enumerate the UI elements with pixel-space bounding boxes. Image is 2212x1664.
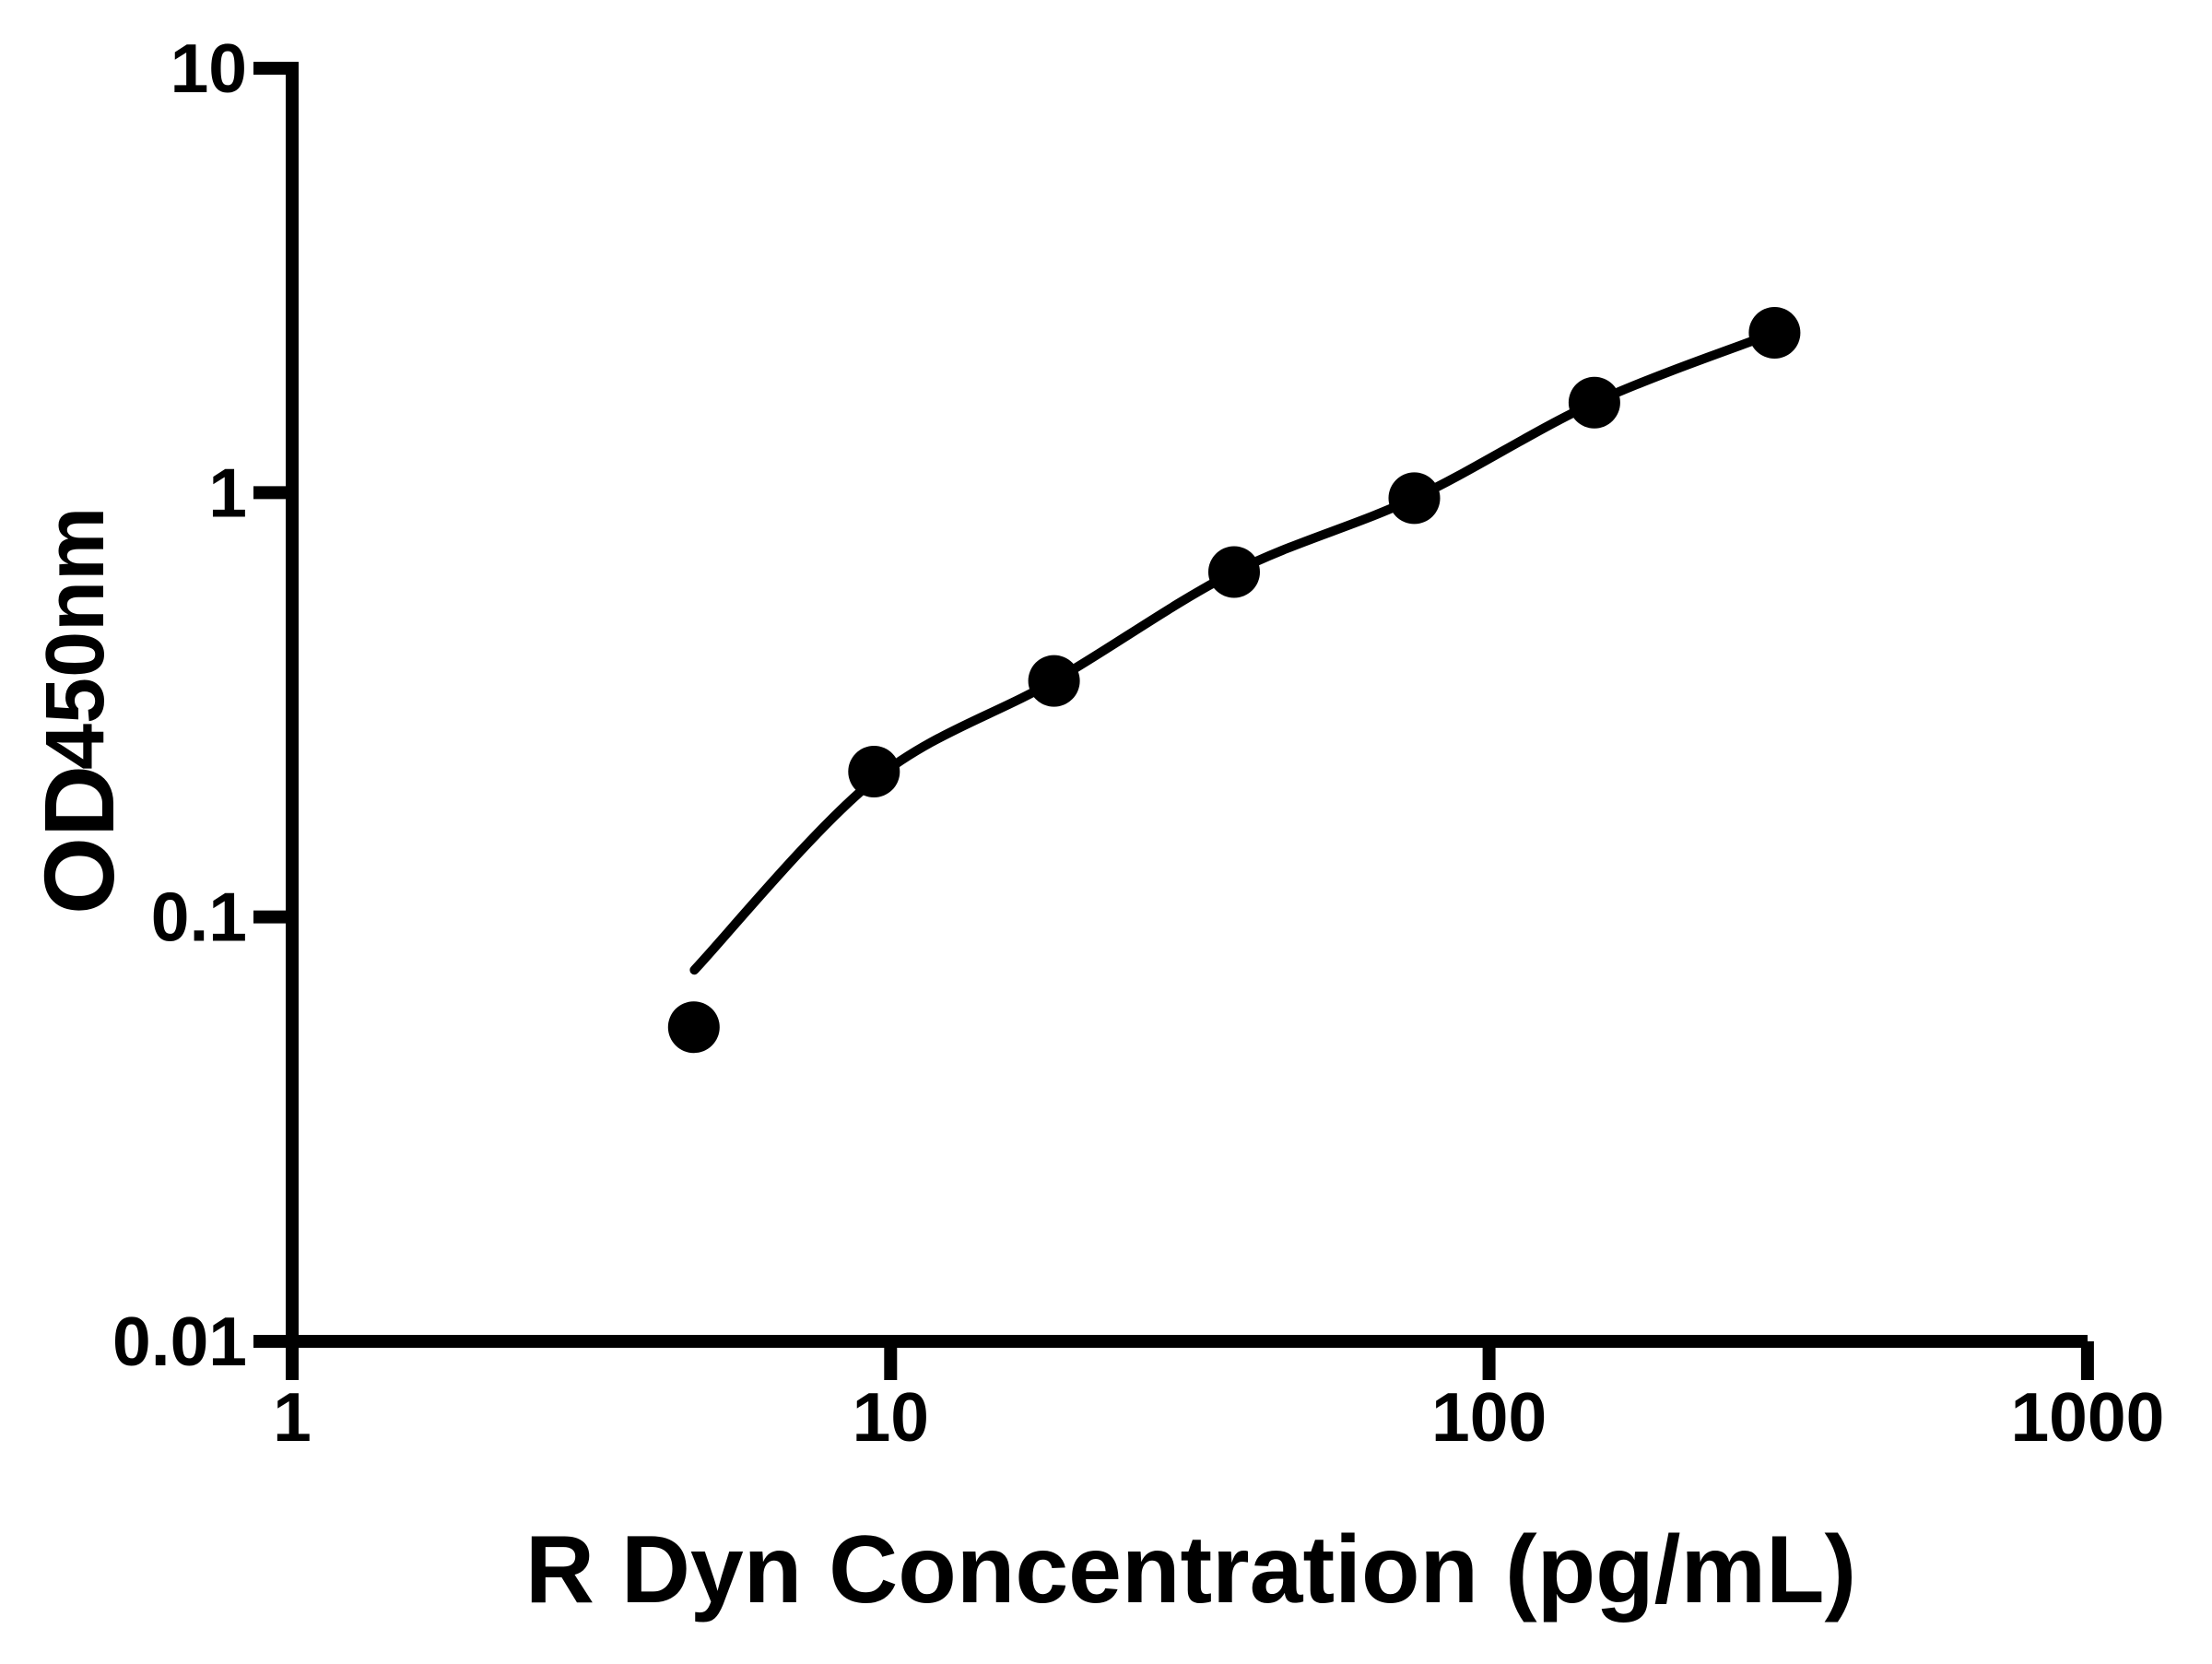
x-tick-label-1000: 1000 xyxy=(2010,1378,2164,1456)
x-axis-tick-labels: 1 10 100 1000 xyxy=(273,1378,2164,1456)
y-axis-title-main: OD xyxy=(23,765,135,915)
y-axis-tick-labels: 0.01 0.1 1 10 xyxy=(112,30,247,1380)
data-points xyxy=(667,307,1801,1054)
x-tick-label-10: 10 xyxy=(853,1378,929,1456)
x-axis-ticks xyxy=(286,1341,2094,1380)
y-tick-label-0.1: 0.1 xyxy=(151,879,247,956)
axes: 0.01 0.1 1 10 1 10 100 1000 xyxy=(112,30,2164,1456)
y-axis-title-subscript: 450nm xyxy=(29,507,122,770)
x-axis-title: R Dyn Concentration (pg/mL) xyxy=(525,1516,1856,1623)
data-point-1 xyxy=(667,1001,720,1054)
fit-curve xyxy=(689,328,1780,975)
data-point-6 xyxy=(1568,376,1620,429)
data-point-7 xyxy=(1748,307,1801,359)
x-tick-label-1: 1 xyxy=(273,1378,312,1456)
data-point-2 xyxy=(848,746,900,797)
y-tick-label-1: 1 xyxy=(208,454,247,531)
data-point-4 xyxy=(1208,546,1260,598)
y-tick-label-10: 10 xyxy=(171,30,247,107)
x-tick-label-100: 100 xyxy=(1431,1378,1547,1456)
data-point-5 xyxy=(1388,472,1441,525)
axis-frame xyxy=(286,62,2088,1348)
data-point-3 xyxy=(1028,655,1080,707)
y-tick-label-0.01: 0.01 xyxy=(112,1303,247,1380)
